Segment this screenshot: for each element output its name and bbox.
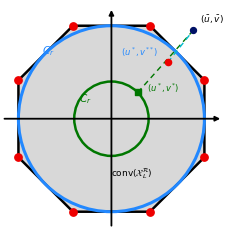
Point: [203, 79, 206, 83]
Point: [191, 29, 195, 33]
Text: $(u^*, v^{**})$: $(u^*, v^{**})$: [121, 45, 158, 58]
Point: [148, 25, 152, 28]
Text: $C_r$: $C_r$: [42, 44, 55, 58]
Text: $(u^*, v^{*})$: $(u^*, v^{*})$: [147, 81, 179, 94]
Point: [148, 210, 152, 214]
Point: [17, 156, 20, 159]
Point: [136, 91, 140, 95]
Text: $C_r$: $C_r$: [79, 92, 92, 106]
Polygon shape: [18, 27, 205, 212]
Point: [166, 61, 170, 65]
Point: [203, 156, 206, 159]
Text: $\mathrm{conv}(\mathcal{X}_L^{\mathcal{R}})$: $\mathrm{conv}(\mathcal{X}_L^{\mathcal{R…: [111, 165, 153, 180]
Point: [71, 210, 75, 214]
Point: [71, 25, 75, 28]
Text: $(\bar{u},\bar{v})$: $(\bar{u},\bar{v})$: [200, 13, 224, 25]
Point: [17, 79, 20, 83]
